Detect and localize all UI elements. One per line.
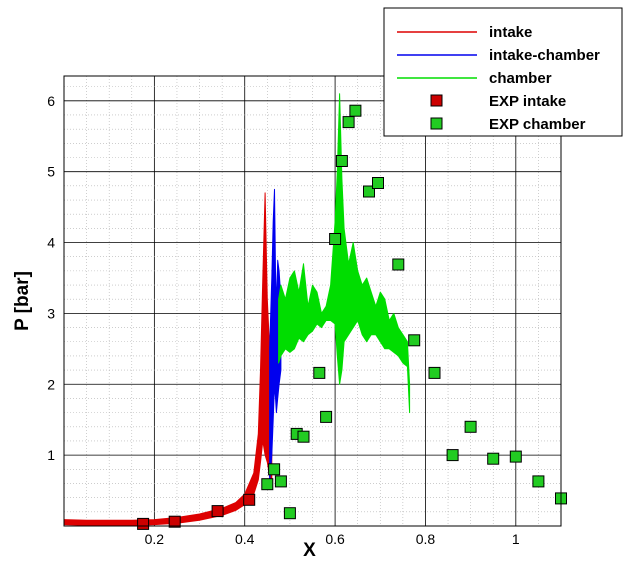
marker-exp-chamber bbox=[363, 185, 375, 198]
marker-exp-intake bbox=[211, 505, 224, 518]
legend-label-exp-intake: EXP intake bbox=[489, 93, 566, 110]
marker-exp-chamber bbox=[392, 258, 405, 271]
legend-label-intake-chamber: intake-chamber bbox=[489, 47, 600, 64]
y-tick-label: 5 bbox=[47, 164, 55, 180]
marker-exp-chamber bbox=[487, 452, 500, 465]
marker-exp-chamber bbox=[283, 507, 296, 520]
marker-exp-chamber bbox=[446, 449, 459, 462]
marker-exp-chamber bbox=[320, 410, 333, 423]
marker-exp-chamber bbox=[464, 420, 477, 433]
marker-exp-chamber bbox=[408, 334, 421, 347]
y-tick-label: 3 bbox=[47, 305, 55, 321]
plot-frame bbox=[63, 75, 562, 527]
y-axis-label: P [bar] bbox=[12, 271, 33, 331]
marker-exp-chamber bbox=[532, 475, 545, 488]
x-axis-label: X bbox=[303, 540, 316, 561]
legend-box bbox=[383, 7, 623, 137]
x-tick-label: 0.2 bbox=[145, 531, 165, 547]
marker-exp-chamber bbox=[274, 475, 287, 488]
y-tick-label: 6 bbox=[47, 93, 55, 109]
marker-exp-chamber bbox=[313, 366, 326, 379]
legend-label-exp-chamber: EXP chamber bbox=[489, 116, 586, 133]
legend-swatch-exp-intake bbox=[430, 94, 443, 107]
legend-swatch-exp-chamber bbox=[430, 117, 443, 130]
marker-exp-chamber bbox=[509, 450, 522, 463]
legend-label-intake: intake bbox=[489, 24, 532, 41]
marker-exp-chamber bbox=[428, 366, 441, 379]
marker-exp-intake bbox=[243, 493, 256, 506]
x-tick-label: 1 bbox=[512, 531, 520, 547]
marker-exp-chamber bbox=[261, 478, 274, 491]
legend-label-chamber: chamber bbox=[489, 70, 552, 87]
marker-exp-intake bbox=[137, 517, 150, 530]
marker-exp-intake bbox=[168, 515, 181, 528]
x-tick-label: 0.8 bbox=[416, 531, 436, 547]
y-tick-label: 1 bbox=[47, 447, 55, 463]
y-tick-label: 2 bbox=[47, 376, 55, 392]
marker-exp-chamber bbox=[335, 155, 348, 167]
x-tick-label: 0.4 bbox=[235, 531, 255, 547]
marker-exp-chamber bbox=[329, 233, 342, 245]
series-intake-chamber-band bbox=[269, 188, 282, 484]
tick-labels: 0.2 0.4 0.6 0.8 1 1 2 3 4 5 6 bbox=[47, 93, 520, 547]
marker-exp-chamber bbox=[297, 430, 310, 443]
marker-exp-chamber bbox=[268, 463, 281, 476]
y-tick-label: 4 bbox=[47, 235, 55, 251]
marker-exp-chamber bbox=[349, 104, 362, 117]
x-tick-label: 0.6 bbox=[325, 531, 345, 547]
marker-exp-chamber bbox=[342, 116, 355, 129]
series-chamber-band bbox=[278, 93, 411, 414]
legend: intake intake-chamber chamber EXP intake EXP… bbox=[383, 7, 623, 137]
marker-exp-chamber bbox=[372, 177, 384, 189]
